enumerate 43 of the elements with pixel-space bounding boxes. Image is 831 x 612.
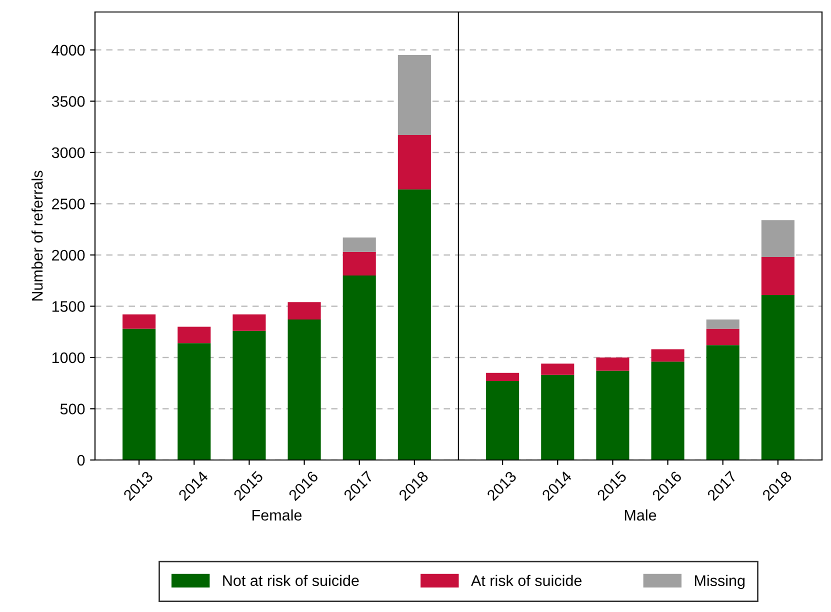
y-tick-label: 2500 (52, 198, 85, 210)
legend-label: Missing (694, 574, 745, 590)
legend-label: At risk of suicide (471, 574, 582, 586)
bar (122, 314, 156, 329)
bar (288, 320, 321, 460)
y-tick-label: 3000 (52, 147, 85, 158)
y-axis-title: Number of referrals (31, 170, 43, 301)
bar (398, 55, 431, 136)
bar (342, 275, 376, 460)
bar (761, 294, 794, 460)
bar (706, 320, 740, 329)
y-tick-label: 1000 (52, 352, 85, 364)
y-tick-label: 0 (77, 454, 85, 466)
bar (706, 345, 740, 460)
y-tick-label: 500 (60, 404, 85, 414)
bar (541, 364, 574, 375)
bar (486, 372, 520, 382)
bar (342, 238, 376, 252)
bar (651, 349, 684, 362)
bar (706, 328, 740, 346)
bar (761, 220, 794, 258)
bar (541, 374, 574, 460)
bar (651, 362, 684, 460)
y-tick-label: 3500 (52, 96, 85, 107)
bar (342, 252, 376, 276)
bar (486, 381, 520, 460)
bar (288, 302, 321, 320)
bar (398, 135, 431, 190)
bar (398, 189, 431, 460)
y-tick-label: 4000 (52, 44, 85, 56)
x-axis-title: Female (252, 509, 302, 521)
bar (761, 257, 794, 295)
bar (596, 370, 630, 460)
x-axis-title: Male (624, 509, 656, 521)
bar (596, 357, 630, 371)
legend-label: Not at risk of suicide (223, 574, 359, 586)
bar (232, 314, 266, 331)
y-tick-label: 2000 (52, 250, 85, 261)
bar (232, 330, 266, 460)
bar (122, 328, 156, 460)
bar (178, 326, 211, 344)
bar (178, 343, 211, 460)
y-tick-label: 1500 (52, 301, 85, 312)
